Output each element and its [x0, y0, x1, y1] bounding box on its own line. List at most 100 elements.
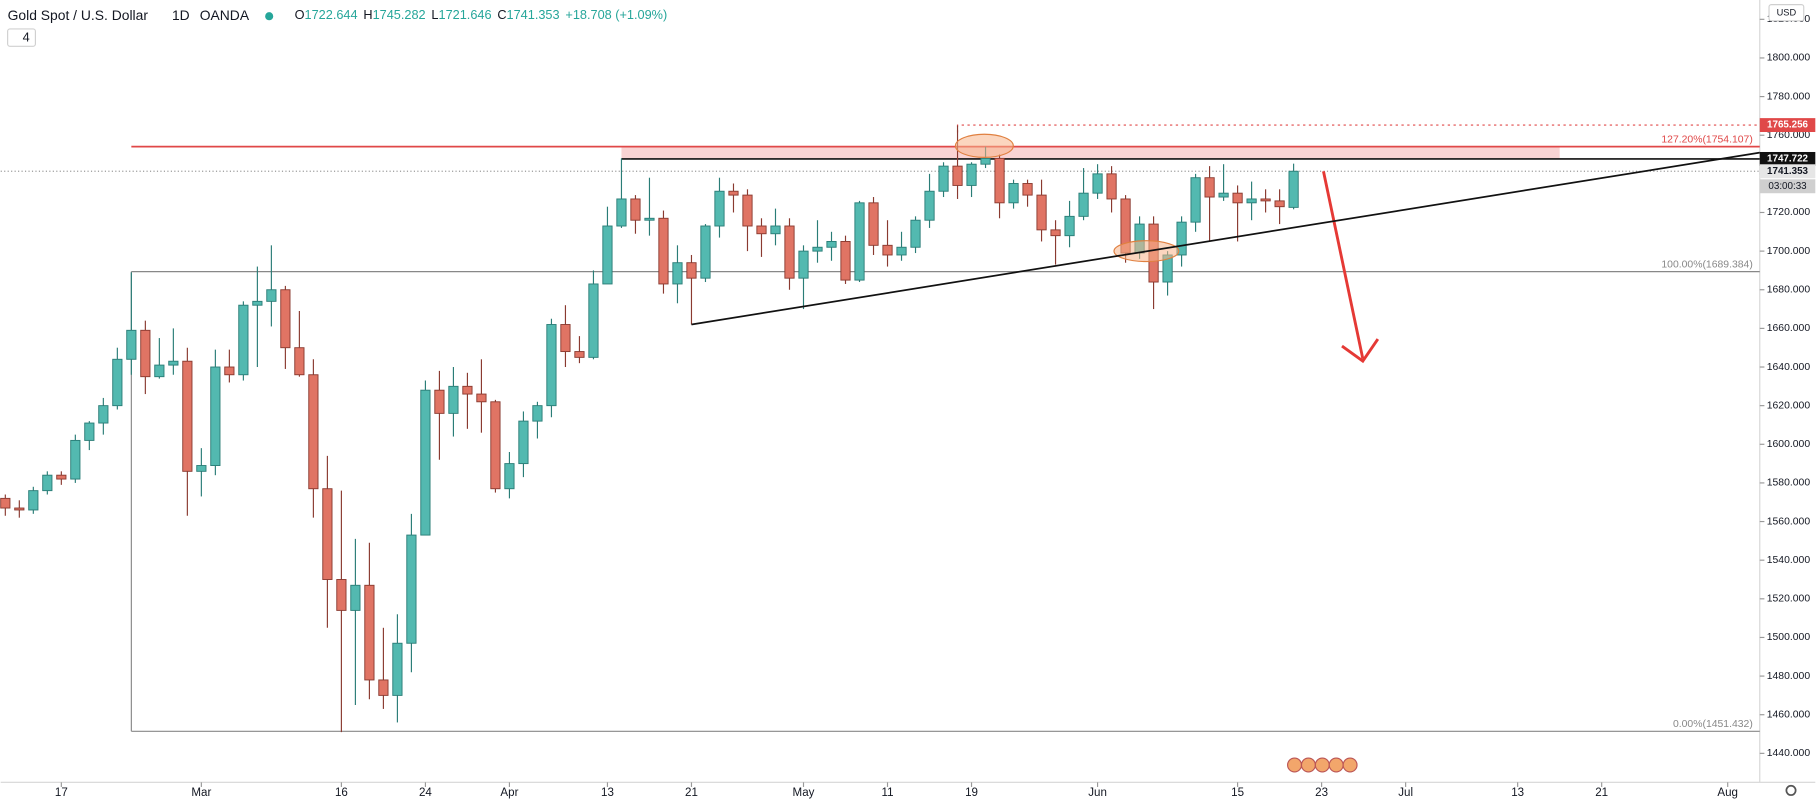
fib-label: 127.20%(1754.107) [1661, 134, 1752, 145]
ohlc-prefix: H [363, 8, 372, 23]
status-dot [265, 12, 274, 21]
candle-body [14, 507, 25, 511]
badge-box[interactable] [7, 28, 36, 47]
y-tick-label: 1600.000 [1767, 439, 1811, 450]
x-tick-label: Mar [191, 787, 211, 799]
ohlc-prefix: O [295, 8, 305, 23]
candle-body [98, 405, 109, 424]
resistance-label-box [1759, 151, 1816, 166]
candle-body [364, 584, 375, 681]
x-tick-label: 21 [1595, 787, 1608, 799]
candle-body [966, 163, 977, 186]
x-tick-label: 11 [882, 787, 894, 799]
x-tick-label: 23 [1315, 787, 1328, 799]
y-tick-label: 1680.000 [1767, 285, 1811, 296]
y-tick-label: 1780.000 [1767, 91, 1811, 102]
currency: USD [1777, 8, 1797, 18]
candle-body [154, 364, 165, 378]
candle-body [1022, 183, 1033, 196]
candle-body [294, 347, 305, 376]
drawings [691, 133, 1760, 773]
event-icons [1287, 757, 1358, 773]
candle-body [742, 194, 753, 227]
y-tick-label: 1660.000 [1767, 323, 1811, 334]
candle-body [322, 488, 333, 580]
candle-body [1078, 192, 1089, 217]
candle-body [280, 289, 291, 349]
candle-body [546, 324, 557, 407]
candle-body [896, 246, 907, 256]
candles [0, 125, 1299, 733]
highlight-ellipse [954, 133, 1014, 158]
event-icon [1328, 757, 1344, 773]
candle-body [462, 385, 473, 395]
candle-body [490, 401, 501, 490]
x-tick-label: 24 [419, 787, 432, 799]
candle-body [574, 351, 585, 358]
y-tick-label: 1480.000 [1767, 671, 1811, 682]
candle-body [42, 474, 53, 492]
ohlc-prefix: L [431, 8, 438, 23]
event-icon [1300, 757, 1316, 773]
candle-body [854, 202, 865, 281]
candle-body [224, 366, 235, 376]
y-tick-label: 1500.000 [1767, 632, 1811, 643]
candle-body [588, 283, 599, 358]
resistance-label: 1747.722 [1767, 154, 1809, 165]
y-tick-label: 1800.000 [1767, 53, 1811, 64]
candle-body [756, 225, 767, 235]
resistance-zone [621, 146, 1560, 159]
ohlc-prefix: C [497, 8, 506, 23]
candle-body [1246, 198, 1257, 204]
candle-body [1204, 177, 1215, 198]
candle-body [924, 190, 935, 221]
candle-body [1218, 192, 1229, 198]
candle-body [980, 157, 991, 165]
candle-body [616, 198, 627, 227]
y-tick-label: 1720.000 [1767, 207, 1811, 218]
candle-body [420, 389, 431, 536]
candle-body [910, 219, 921, 248]
x-tick-label: 16 [335, 787, 348, 799]
candle-body [504, 463, 515, 490]
candle-body [1260, 198, 1271, 202]
currency-box [1768, 4, 1805, 22]
swing-high-label: 1765.256 [1767, 120, 1809, 131]
zones: 127.20%(1754.107) 100.00%(1689.384) 0.00%(… [0, 124, 1760, 732]
x-tick-label: May [793, 787, 815, 799]
symbol[interactable]: Gold Spot / U.S. Dollar [8, 7, 149, 23]
candle-body [686, 262, 697, 279]
y-tick-label: 1580.000 [1767, 478, 1811, 489]
trendline [691, 151, 1760, 326]
candle-body [812, 246, 823, 252]
ohlc-value: 1741.353 [507, 8, 560, 23]
candle-body [798, 250, 809, 279]
event-icon [1342, 757, 1358, 773]
candle-body [434, 389, 445, 414]
candle-body [336, 579, 347, 611]
candle-body [560, 324, 571, 353]
candle-body [70, 439, 81, 480]
settings-icon[interactable] [1785, 784, 1797, 796]
ohlc-value: 1745.282 [373, 8, 426, 23]
badge[interactable]: 4 [23, 30, 30, 45]
countdown-box [1759, 179, 1816, 194]
candle-body [1106, 173, 1117, 200]
fib-label: 0.00%(1451.432) [1673, 719, 1753, 730]
interval[interactable]: 1D [172, 7, 190, 23]
y-tick-label: 1520.000 [1767, 594, 1811, 605]
candle-body [840, 240, 851, 281]
ohlc: O1722.644 H1745.282 L1721.646 C1741.353 +18.… [295, 8, 668, 23]
candle-body [1190, 177, 1201, 223]
candle-body [140, 329, 151, 378]
candle-body [1064, 215, 1075, 237]
x-tick-label: 19 [965, 787, 978, 799]
candle-body [350, 584, 361, 611]
candle-body [882, 244, 893, 256]
candle-body [602, 225, 613, 285]
y-tick-label: 1440.000 [1767, 748, 1811, 759]
candle-body [952, 165, 963, 186]
countdown: 03:00:33 [1768, 181, 1807, 192]
